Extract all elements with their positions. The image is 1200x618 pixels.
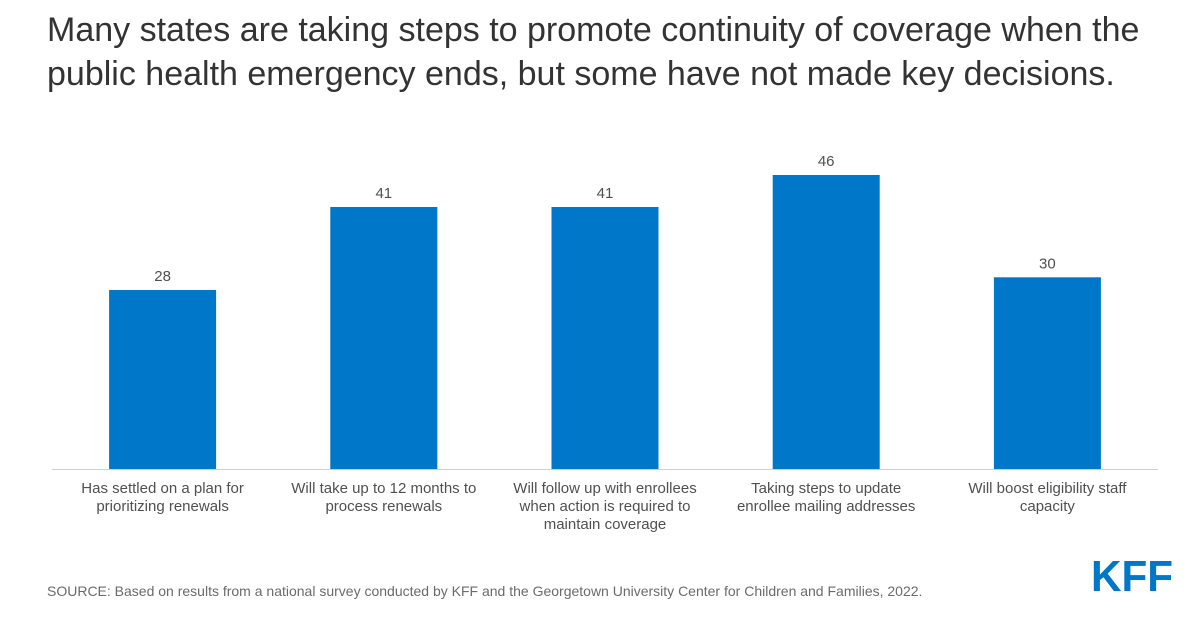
- bar-5: [993, 277, 1101, 469]
- category-label-4: Taking steps to update enrollee mailing …: [736, 480, 916, 515]
- bar-2: [330, 207, 438, 469]
- category-label-5: Will boost eligibility staff capacity: [968, 480, 1127, 515]
- svg-text:KFF: KFF: [1091, 556, 1173, 596]
- kff-logo: KFF: [1091, 552, 1175, 601]
- bar-3: [551, 207, 659, 469]
- bar-1: [109, 290, 217, 469]
- bar-4: [772, 175, 880, 469]
- bar-value-label-4: 46: [818, 153, 835, 170]
- category-label-1: Has settled on a plan for prioritizing r…: [81, 480, 244, 515]
- bar-value-label-5: 30: [1039, 255, 1056, 272]
- bar-value-label-3: 41: [597, 185, 614, 202]
- source-note: SOURCE: Based on results from a national…: [47, 583, 923, 599]
- kff-logo-icon: KFF: [1091, 552, 1173, 601]
- category-label-2: Will take up to 12 months to process ren…: [291, 480, 477, 515]
- chart-title: Many states are taking steps to promote …: [47, 11, 1140, 93]
- bar-value-label-2: 41: [375, 185, 392, 202]
- bar-value-label-1: 28: [154, 268, 171, 285]
- category-label-3: Will follow up with enrollees when actio…: [513, 480, 697, 533]
